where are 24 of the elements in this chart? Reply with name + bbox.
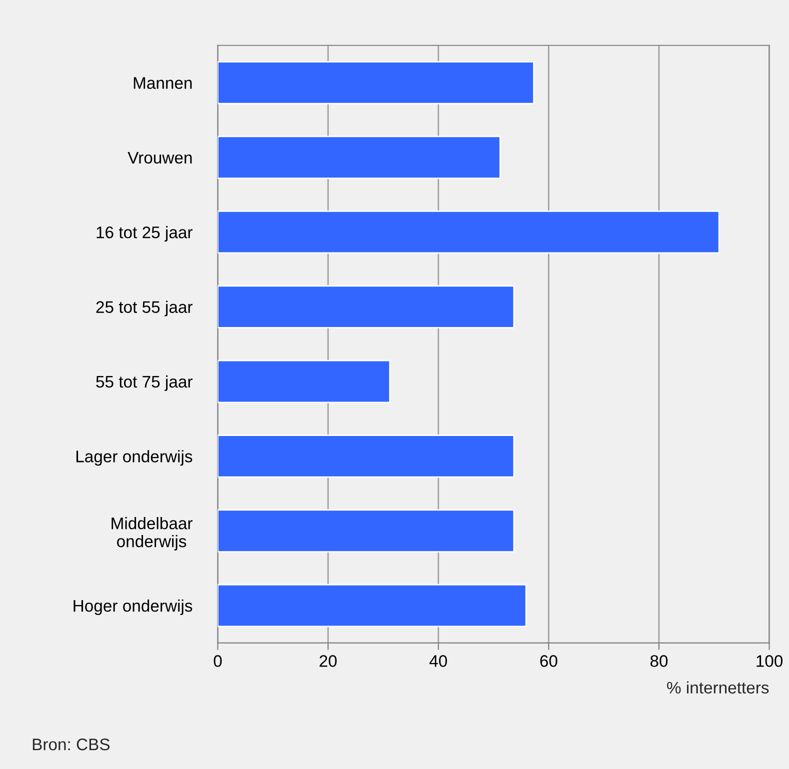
bar [218, 509, 515, 552]
y-tick-label: Mannen [134, 77, 192, 89]
x-tick-label: 0 [214, 655, 222, 667]
x-axis-title: % internetters [667, 681, 769, 694]
bar [218, 584, 527, 628]
y-tick-label: Middelbaar onderwijs [112, 517, 192, 551]
y-tick-label: 25 tot 55 jaar [96, 300, 192, 316]
y-tick-label: 55 tot 75 jaar [96, 375, 192, 391]
x-tick-label: 60 [540, 655, 558, 667]
bar [218, 210, 720, 254]
y-tick-label: Hoger onderwijs [74, 600, 192, 616]
bar [218, 434, 515, 478]
x-tick-label: 80 [650, 655, 668, 667]
y-tick-label: Vrouwen [128, 152, 192, 164]
bar [218, 360, 391, 404]
x-tick-label: 100 [756, 655, 783, 667]
y-tick-label: Lager onderwijs [76, 450, 192, 466]
bar [218, 136, 501, 180]
y-tick-label: 16 tot 25 jaar [96, 226, 192, 242]
bar [218, 61, 534, 104]
text: Bron: CBS [32, 738, 110, 750]
x-tick-label: 20 [320, 655, 337, 667]
x-tick-label: 40 [429, 655, 447, 667]
bar [218, 285, 515, 328]
